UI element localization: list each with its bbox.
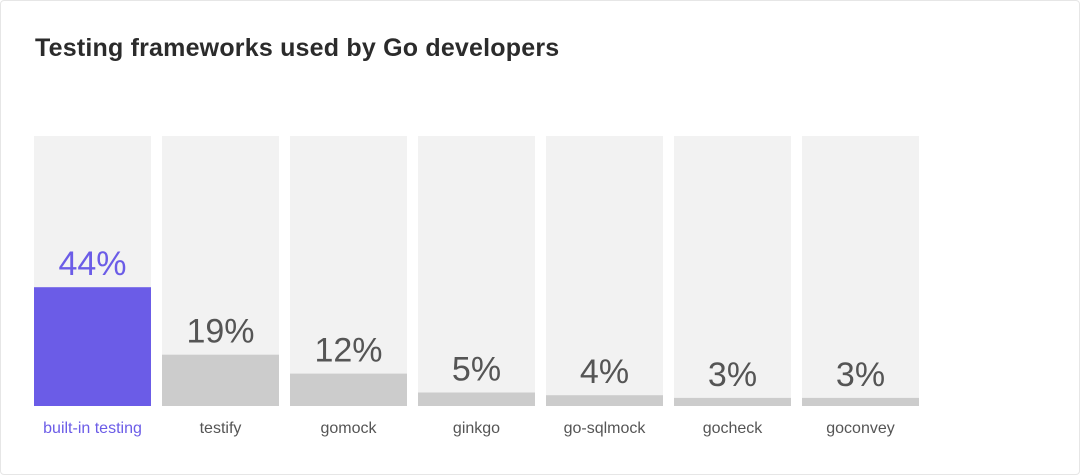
bar [674,397,791,406]
value-label: 3% [708,356,757,394]
value-label: 44% [58,245,126,283]
category-label: gocheck [703,420,764,437]
value-label: 5% [452,351,501,389]
bar-track [546,136,663,406]
category-label: go-sqlmock [564,420,647,437]
bar [418,392,535,406]
category-label: built-in testing [43,420,142,437]
chart-title: Testing frameworks used by Go developers [35,34,560,62]
category-label: gomock [320,420,377,437]
bar [290,373,407,406]
bar-track [674,136,791,406]
bar-track [290,136,407,406]
bar [34,287,151,406]
bar-track [802,136,919,406]
bar [802,397,919,406]
category-label: ginkgo [453,420,500,437]
category-label: testify [200,420,242,437]
value-label: 19% [186,313,254,351]
bar [546,395,663,406]
value-label: 3% [836,356,885,394]
value-label: 12% [314,332,382,370]
category-label: goconvey [826,420,895,437]
bar-track [418,136,535,406]
bar [162,354,279,406]
value-label: 4% [580,353,629,391]
